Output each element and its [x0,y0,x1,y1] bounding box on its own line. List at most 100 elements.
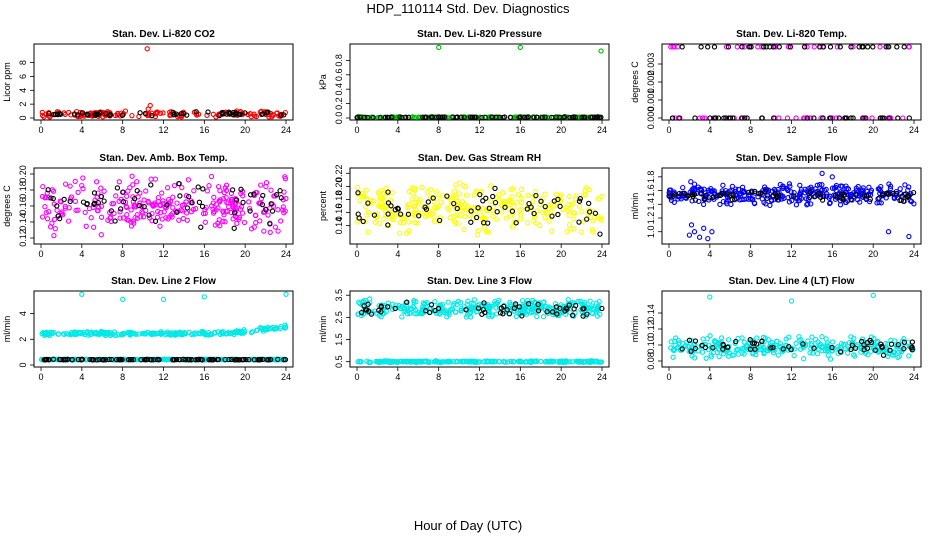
data-point [812,193,818,199]
data-point [895,115,901,121]
data-point [850,44,856,50]
data-point [126,330,132,336]
data-point [468,208,474,214]
x-tick-label: 12 [158,125,168,135]
panel-title: Stan. Dev. Li-820 Pressure [417,29,542,40]
data-point [764,195,770,201]
data-point [710,194,716,201]
data-point [518,186,525,193]
data-point [705,235,711,242]
data-point [819,334,825,340]
y-tick-label: 0 [18,115,28,120]
data-point [525,192,531,199]
data-point [240,193,246,199]
data-point [460,183,466,189]
data-point [221,212,227,218]
data-point [253,113,260,120]
data-point [242,110,248,116]
data-point [910,189,917,196]
y-tick-label: 1.0 [646,225,656,238]
data-point [98,193,105,200]
data-point [452,188,458,194]
data-point [98,203,105,209]
data-point [719,188,725,194]
x-tick-label: 16 [827,372,837,382]
x-tick-label: 12 [786,125,796,135]
data-point [184,205,191,211]
data-point [519,297,526,304]
y-tick-label: 0.5 [334,355,344,368]
y-tick-label: 4 [18,88,28,93]
data-point [897,186,903,192]
data-point [592,210,599,216]
data-point [509,208,516,214]
data-point [469,205,475,211]
data-point [503,215,509,221]
data-point [436,217,443,224]
panel-title: Stan. Dev. Li-820 CO2 [112,29,215,40]
data-point [455,221,461,227]
data-point [507,114,514,120]
data-point [273,192,280,198]
data-point [189,200,195,206]
data-points [668,44,912,121]
data-point [220,196,227,202]
data-point [363,204,369,210]
data-point [571,210,578,216]
data-point [235,202,241,208]
x-tick-label: 16 [827,249,837,259]
x-tick-label: 4 [79,125,84,135]
data-point [825,352,831,358]
y-tick-label: 0.18 [334,191,344,209]
data-point [48,195,54,201]
data-point [258,182,264,188]
data-points [38,291,289,363]
data-point [439,114,446,120]
x-tick-label: 4 [395,372,400,382]
data-point [573,193,579,199]
data-point [877,187,883,194]
data-point [164,202,170,208]
data-point [56,215,63,222]
data-point [475,205,481,211]
data-point [123,203,129,210]
data-point [884,190,890,196]
data-point [152,176,159,182]
data-point [357,198,363,204]
data-point [98,185,104,191]
data-point [230,204,236,210]
data-point [870,292,876,299]
data-point [112,218,118,224]
data-point [54,203,60,209]
data-point [79,291,85,297]
data-point [890,190,896,197]
data-point [425,199,431,205]
data-point [192,331,198,337]
data-point [210,111,216,117]
x-tick-label: 12 [158,372,168,382]
y-tick-label: 1.2 [646,212,656,225]
data-point [67,198,73,205]
data-point [865,44,871,50]
data-point [216,198,222,204]
y-tick-label: 0.000 [646,107,656,130]
data-point [445,299,451,305]
data-point [461,226,467,233]
data-point [450,114,456,120]
x-tick-label: 12 [786,372,796,382]
data-point [469,114,476,120]
data-point [490,193,496,200]
data-point [502,204,508,210]
data-point [247,208,253,214]
data-point [278,218,284,224]
x-tick-label: 20 [868,125,878,135]
data-point [251,191,257,197]
data-point [477,191,483,198]
data-point [691,181,698,187]
x-tick-label: 16 [827,125,837,135]
data-point [506,198,512,204]
data-point [893,190,900,197]
data-point [709,229,715,235]
data-point [461,201,468,208]
data-point [866,184,872,190]
